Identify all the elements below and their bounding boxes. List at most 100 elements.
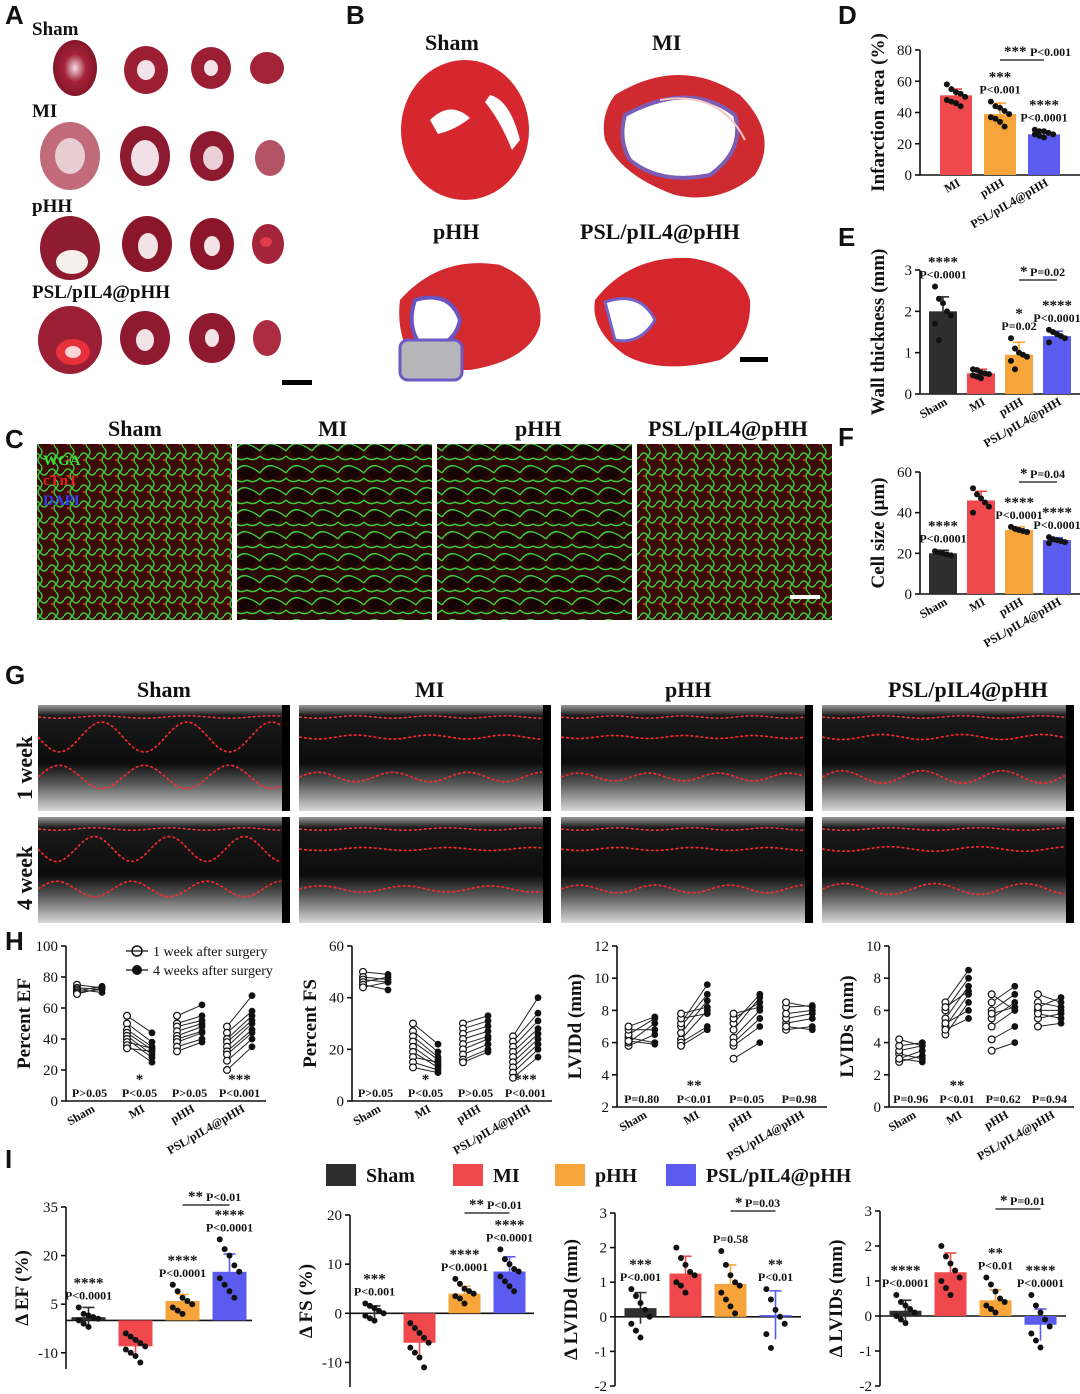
panel-b-label-phh: pHH: [433, 219, 479, 244]
pair-line: [362, 976, 389, 983]
data-point: [231, 1294, 238, 1301]
data-point: [179, 1310, 186, 1317]
echo-depth-scale: [1066, 817, 1074, 923]
p-value: P<0.0001: [995, 508, 1042, 522]
y-tick-label: 3: [865, 1204, 873, 1220]
data-point: [511, 1288, 518, 1295]
point-4weeks: [651, 1019, 659, 1027]
pair-line: [733, 1026, 761, 1047]
echo-image-1-0: [299, 705, 543, 811]
echo-trace-posterior: [298, 771, 543, 783]
data-point: [80, 1320, 87, 1327]
point-4weeks: [248, 1020, 256, 1027]
pair-line: [733, 1018, 761, 1043]
data-point: [85, 1312, 92, 1319]
legend-sham: Sham: [366, 1165, 415, 1187]
echo-depth-scale: [805, 817, 813, 923]
panel-c-label-phh: pHH: [515, 416, 561, 441]
data-point: [628, 1286, 635, 1293]
p-value: P<0.001: [620, 1270, 661, 1284]
significance-star: ****: [74, 1275, 104, 1291]
data-point: [767, 1344, 774, 1351]
legend-swatch-phh: [555, 1164, 585, 1186]
pair-line: [512, 1038, 539, 1063]
data-point: [932, 320, 938, 327]
pair-line: [226, 995, 253, 1027]
data-point: [366, 1315, 373, 1322]
point-1week: [782, 1022, 791, 1031]
point-4weeks: [484, 1048, 492, 1056]
data-point: [943, 81, 950, 88]
data-point: [992, 115, 999, 122]
data-point: [978, 375, 984, 382]
pair-line: [945, 969, 969, 1003]
data-point: [637, 1299, 644, 1306]
heart-slices-phh: [40, 216, 284, 280]
data-point: [226, 1288, 233, 1295]
panel-label-d: D: [838, 0, 857, 30]
panel-b-scale-bar: [740, 357, 768, 362]
data-point: [1037, 1309, 1044, 1316]
data-point: [970, 485, 976, 492]
data-point: [425, 1339, 432, 1346]
point-4weeks: [534, 1040, 542, 1048]
significance-star: *: [1020, 264, 1028, 280]
point-4weeks: [148, 1058, 156, 1066]
data-point: [236, 1268, 243, 1275]
data-point: [1032, 1337, 1039, 1344]
point-4weeks: [248, 1029, 256, 1037]
pair-line: [512, 1033, 539, 1058]
point-4weeks: [808, 1003, 816, 1011]
y-tick-label: 2: [865, 1239, 873, 1255]
data-point: [452, 1275, 459, 1282]
y-tick-label: 0: [905, 387, 913, 403]
panel-g-label-sham: Sham: [137, 677, 191, 702]
bar-phh: [1005, 529, 1033, 594]
data-point: [366, 1302, 373, 1309]
data-point: [718, 1289, 725, 1296]
panel-label-b: B: [346, 0, 365, 30]
data-point: [1036, 128, 1043, 135]
significance-star: ****: [495, 1217, 525, 1233]
data-point: [1050, 131, 1057, 138]
point-4weeks: [534, 1009, 542, 1017]
point-4weeks: [808, 1026, 816, 1034]
echo-depth-scale: [543, 817, 551, 923]
data-point: [122, 1346, 129, 1353]
point-1week: [941, 1003, 950, 1012]
pair-line: [126, 1029, 153, 1048]
y-axis-title: Δ LVIDd (mm): [561, 1239, 582, 1360]
data-point: [893, 1313, 900, 1319]
point-4weeks: [148, 1048, 156, 1055]
point-4weeks: [965, 1015, 972, 1022]
data-point: [687, 1268, 694, 1275]
legend-swatch-psl: [666, 1164, 696, 1186]
y-tick-label: 0: [600, 1310, 608, 1326]
p-value: P<0.01: [939, 1092, 974, 1106]
echo-image-0-0: [38, 705, 282, 811]
data-point: [978, 495, 984, 502]
data-point: [772, 1306, 779, 1313]
echo-depth-scale: [805, 705, 813, 811]
data-point: [938, 1243, 945, 1249]
point-4weeks: [534, 1017, 542, 1025]
bar-psl-pil4-phh: [1043, 540, 1071, 594]
panel-label-h: H: [5, 926, 24, 956]
point-4weeks: [534, 1053, 542, 1061]
point-1week: [1033, 990, 1042, 999]
p-value: P=0.94: [1032, 1092, 1067, 1106]
data-point: [992, 1288, 999, 1295]
data-point: [407, 1320, 414, 1327]
pair-line: [512, 1020, 539, 1048]
y-axis-title: Δ FS (%): [296, 1264, 317, 1338]
pair-line: [785, 1017, 813, 1024]
echo-trace-posterior: [298, 885, 543, 893]
point-1week: [987, 990, 996, 999]
data-point: [632, 1293, 639, 1300]
significance-star: ***: [228, 1072, 251, 1088]
echo-trace-wall: [821, 715, 1066, 719]
x-tick-label: pHH: [982, 1107, 1012, 1132]
panel-label-c: C: [5, 424, 24, 454]
